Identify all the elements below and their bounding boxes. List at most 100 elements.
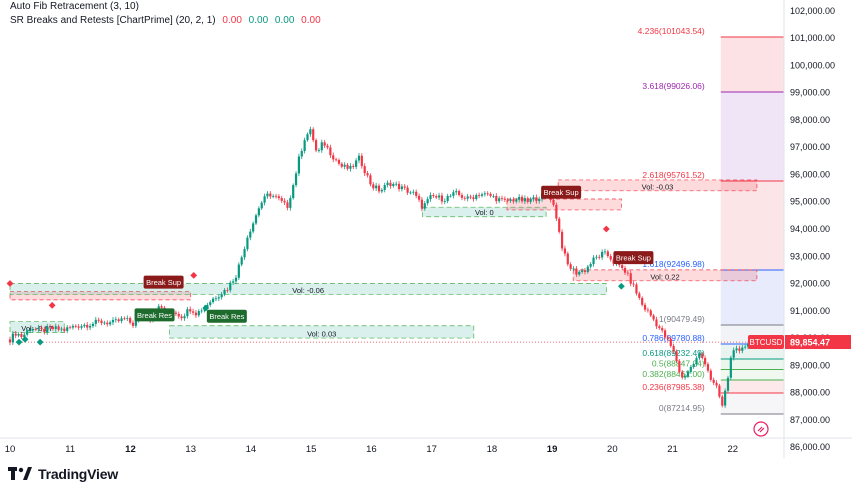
candle-body [206,304,209,308]
candle-body [269,193,272,197]
candle-body [586,266,589,272]
candle-body [317,150,321,151]
candle-body [123,318,126,320]
candle-body [314,140,318,151]
candle-body [103,322,106,324]
fib-label: 0.236(87985.38) [642,382,705,392]
candle-body [48,326,52,328]
candle-body [689,367,692,372]
break-tag-label: Break Sup [146,278,181,287]
fib-zone [720,91,784,181]
candle-body [357,155,361,161]
y-axis-tick: 97,000.00 [790,142,830,152]
candle-body [326,145,329,148]
candle-body [581,270,584,272]
candle-body [460,194,464,198]
x-axis-tick: 13 [185,444,196,455]
candle-body [466,196,469,199]
candle-body [191,311,195,313]
candle-body [274,195,278,197]
break-tag-label: Break Sup [544,188,579,197]
candle-body [429,195,432,200]
x-axis-tick: 18 [487,444,498,455]
sr-volume-label: Vol: 0 [475,208,494,217]
candle-body [232,281,235,283]
legend-auto-fib[interactable]: Auto Fib Retracement (3, 10) [10,1,139,12]
candle-body [403,186,406,188]
candle-body [498,198,501,202]
candle-body [189,309,192,312]
fib-label: 0.382(88462.00) [642,369,705,379]
fib-label: 2.618(95761.52) [642,170,705,180]
candle-body [437,195,441,198]
sr-zone [572,269,758,282]
candle-body [109,322,112,325]
sr-zone [506,198,622,211]
candle-body [406,187,409,193]
candle-body [726,377,730,391]
candle-body [366,173,369,176]
candle-body [355,160,358,167]
candle-body [523,198,526,202]
candle-body [200,310,203,312]
indicator-legend: Auto Fib Retracement (3, 10) SR Breaks a… [10,0,321,28]
candle-body [744,346,747,348]
x-axis-tick: 11 [65,444,75,455]
fib-zone [720,180,784,270]
candle-body [672,345,675,352]
candle-body [566,253,569,265]
x-axis-tick: 17 [426,444,437,455]
candle-body [715,382,718,386]
candle-body [400,186,403,190]
candle-body [560,231,564,249]
candle-body [134,320,137,326]
signal-marker [48,301,56,309]
candle-body [360,155,363,167]
break-tag [613,251,654,265]
sr-volume-label: Vol: -0.03 [642,182,674,191]
candle-body [243,249,246,258]
last-price-value: 89,854.47 [790,338,830,348]
candle-body [635,284,638,294]
candle-body [409,192,412,194]
snowflake-icon[interactable] [752,420,770,438]
signal-marker [36,338,44,346]
candle-body [294,173,298,186]
candle-body [337,160,341,164]
candle-body [709,370,712,380]
candle-body [375,185,378,189]
candle-body [652,315,655,320]
legend-sr-breaks[interactable]: SR Breaks and Retests [ChartPrime] (20, … [10,14,321,28]
tradingview-logo-icon [8,467,32,481]
candle-body [489,193,492,196]
candle-body [552,199,555,205]
candle-body [306,134,309,141]
candle-body [46,326,49,333]
last-price-tag [785,335,851,350]
candle-body [126,318,129,319]
tradingview-logo[interactable]: TradingView [8,466,118,482]
fib-label: 1(90479.49) [659,314,705,324]
candle-body [520,196,524,202]
candle-body [706,364,710,371]
y-axis-tick: 98,000.00 [790,115,830,125]
legend-value-1: 0.00 [222,15,242,26]
y-axis-tick: 100,000.00 [790,60,835,70]
symbol-name: BTCUSD [750,338,783,347]
candle-body [686,371,690,377]
candle-body [263,196,266,203]
candle-body [74,325,77,327]
candle-body [609,256,612,260]
candle-body [415,191,418,196]
candle-body [649,310,652,316]
sr-volume-label: Vol: -0.07 [21,324,53,333]
candle-body [595,256,598,258]
fib-zone [720,369,784,380]
candle-body [272,195,275,197]
candle-body [234,277,238,282]
x-axis-tick: 19 [547,444,558,455]
fib-zone [720,379,784,393]
candle-body [426,199,429,204]
